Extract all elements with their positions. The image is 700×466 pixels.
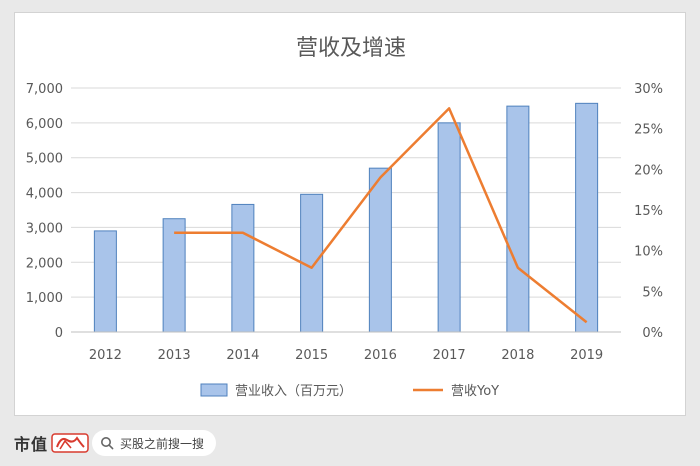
left-tick-label: 4,000 (26, 187, 63, 202)
left-tick-label: 5,000 (26, 152, 63, 167)
left-axis: 0 1,000 2,000 3,000 4,000 5,000 6,000 7,000 (26, 82, 63, 341)
x-tick-label: 2016 (364, 348, 397, 363)
legend-line-label: 营收YoY (451, 384, 499, 399)
right-tick-label: 0% (642, 326, 663, 341)
brand-name: 市值 (14, 435, 49, 454)
bar (93, 230, 117, 333)
x-tick-label: 2019 (570, 348, 603, 363)
chart-svg: 营收及增速 0 1,000 2,000 3,000 4,000 5,000 6,000 7,0… (26, 36, 663, 399)
search-label: 买股之前搜一搜 (120, 436, 205, 451)
bar (368, 167, 392, 333)
right-tick-label: 5% (642, 285, 663, 300)
x-axis: 2012 2013 2014 2015 2016 2017 2018 2019 (71, 331, 621, 363)
right-tick-label: 30% (634, 82, 663, 97)
legend-bar-swatch (200, 383, 228, 397)
left-tick-label: 3,000 (26, 221, 63, 236)
x-tick-label: 2014 (226, 348, 259, 363)
grid-lines (71, 87, 621, 333)
bar-series (93, 102, 599, 333)
search-icon (101, 437, 114, 450)
legend: 营业收入（百万元） 营收YoY (200, 383, 499, 399)
chart-frame: 营收及增速 0 1,000 2,000 3,000 4,000 5,000 6,000 7,0… (14, 12, 686, 416)
left-tick-label: 1,000 (26, 291, 63, 306)
right-axis: 0% 5% 10% 15% 20% 25% 30% (634, 82, 663, 341)
right-tick-label: 10% (634, 245, 663, 260)
search-box[interactable]: 买股之前搜一搜 (92, 430, 216, 456)
left-tick-label: 7,000 (26, 82, 63, 97)
left-tick-label: 2,000 (26, 256, 63, 271)
right-tick-label: 15% (634, 204, 663, 219)
right-tick-label: 25% (634, 123, 663, 138)
bar (506, 105, 530, 333)
bar (162, 218, 186, 333)
chart-title: 营收及增速 (296, 36, 406, 61)
legend-bar-label: 营业收入（百万元） (235, 384, 352, 399)
line-path (174, 107, 588, 324)
x-tick-label: 2013 (158, 348, 191, 363)
left-tick-label: 0 (55, 326, 63, 341)
bar (437, 122, 461, 333)
x-tick-label: 2017 (433, 348, 466, 363)
x-tick-label: 2015 (295, 348, 328, 363)
bar (231, 203, 255, 333)
brand-logo-icon (51, 433, 89, 453)
right-tick-label: 20% (634, 163, 663, 178)
x-tick-label: 2018 (501, 348, 534, 363)
bar (575, 102, 599, 333)
x-tick-label: 2012 (89, 348, 122, 363)
footer-bar: 市值 买股之前搜一搜 (0, 422, 700, 466)
brand[interactable]: 市值 (14, 431, 89, 455)
line-series (174, 107, 588, 324)
left-tick-label: 6,000 (26, 117, 63, 132)
